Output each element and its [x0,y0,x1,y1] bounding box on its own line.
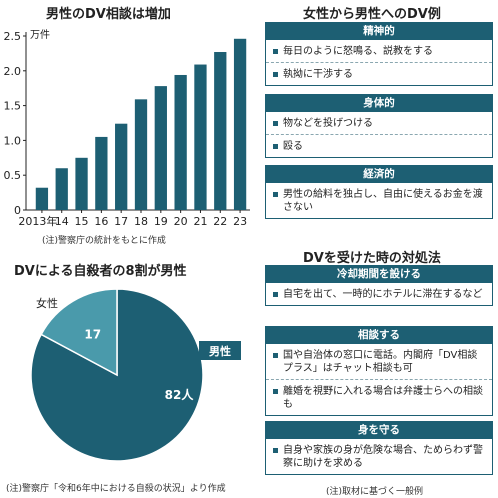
bar [134,99,148,210]
list-item: 自身や家族の身が危険な場合、ためらわず警察に助けを求める [266,439,492,474]
y-tick-label: 1.0 [4,134,22,147]
bar [154,86,167,210]
panel-cooling-off: 冷却期間を設ける 自宅を出て、一時的にホテルに滞在するなど [265,265,493,306]
panel-head: 相談する [266,327,492,344]
bar [55,168,68,210]
x-tick-label: 17 [114,215,128,228]
list-item: 毎日のように怒鳴る、説教をする [266,40,492,63]
bar [35,187,49,210]
pie-chart-note: (注)警察庁「令和6年中における自殺の状況」より作成 [6,484,226,494]
x-tick-label: 21 [193,215,207,228]
dv-response-title: DVを受けた時の対処法 [303,251,441,266]
panel-economic: 経済的 男性の給料を独占し、自由に使えるお金を渡さない [265,165,493,219]
list-item: 自宅を出て、一時的にホテルに滞在するなど [266,283,492,305]
pie-value-male: 82人 [165,387,195,402]
x-tick-label: 18 [134,215,148,228]
y-tick-label: 0.5 [4,169,22,182]
pie-slice-female [40,288,118,377]
panel-head: 精神的 [266,23,492,40]
bar [194,64,207,210]
pie-label-male-box [199,341,241,360]
y-tick-label: 2.5 [4,30,22,43]
panel-head: 経済的 [266,166,492,183]
panel-head: 冷却期間を設ける [266,266,492,283]
list-item: 物などを投げつける [266,112,492,135]
response-note: (注)取材に基づく一般例 [326,487,424,497]
y-unit-label: 万件 [30,29,50,41]
list-item: 離婚を視野に入れる場合は弁護士らへの相談も [266,380,492,415]
panel-consult: 相談する 国や自治体の窓口に電話。内閣府「DV相談プラス」はチャット相談も可 離… [265,326,493,416]
list-item: 男性の給料を独占し、自由に使えるお金を渡さない [266,183,492,218]
panel-head: 身を守る [266,422,492,439]
pie-label-male: 男性 [209,344,231,358]
panel-head: 身体的 [266,95,492,112]
x-tick-label: 14 [55,215,69,228]
dv-examples-title: 女性から男性へのDV例 [303,7,441,22]
x-tick-label: 22 [213,215,227,228]
y-tick-label: 0 [14,204,21,217]
bar-chart-note: (注)警察庁の統計をもとに作成 [42,236,166,246]
bar [174,74,187,210]
bar [95,136,108,210]
bar [75,157,88,210]
pie-value-female: 17 [84,327,101,341]
x-tick-label: 16 [94,215,108,228]
bar [233,38,247,211]
x-tick-label: 23 [233,215,247,228]
pie-label-female: 女性 [36,296,58,310]
list-item: 殴る [266,135,492,157]
x-tick-label: 19 [154,215,168,228]
bar [214,52,227,211]
x-tick-label: 2013年 [18,214,57,228]
panel-protect: 身を守る 自身や家族の身が危険な場合、ためらわず警察に助けを求める [265,421,493,475]
y-tick-label: 2.0 [4,65,22,78]
panel-physical: 身体的 物などを投げつける 殴る [265,94,493,158]
x-tick-label: 20 [174,215,188,228]
bar-chart-title: 男性のDV相談は増加 [46,7,171,22]
panel-mental: 精神的 毎日のように怒鳴る、説教をする 執拗に干渉する [265,22,493,86]
y-tick-label: 1.5 [4,100,22,113]
bar [115,123,128,210]
x-tick-label: 15 [75,215,89,228]
list-item: 執拗に干渉する [266,63,492,85]
pie-chart-title: DVによる自殺者の8割が男性 [14,264,187,279]
list-item: 国や自治体の窓口に電話。内閣府「DV相談プラス」はチャット相談も可 [266,344,492,380]
